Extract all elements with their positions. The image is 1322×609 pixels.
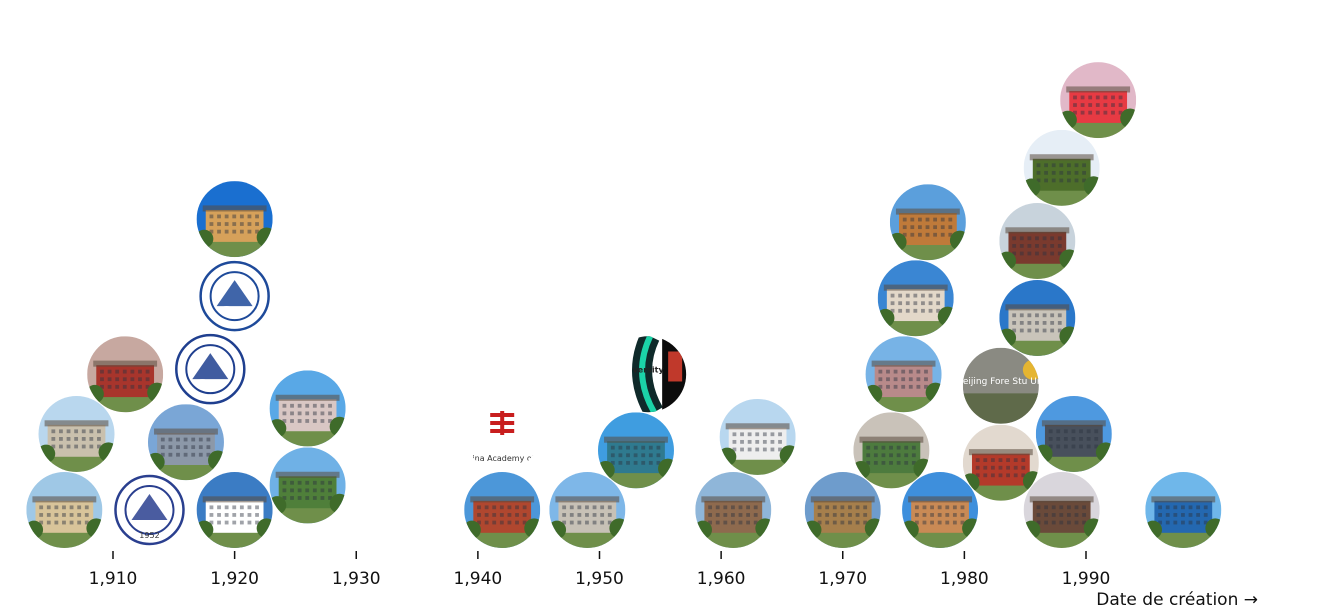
university-marker bbox=[147, 404, 224, 481]
university-marker bbox=[853, 412, 930, 489]
x-tick-label: 1,930 bbox=[332, 569, 381, 589]
x-tick-label: 1,910 bbox=[89, 569, 138, 589]
university-marker bbox=[269, 370, 346, 447]
university-marker bbox=[804, 472, 881, 548]
university-marker bbox=[549, 472, 626, 548]
x-axis-title: Date de création → bbox=[1096, 590, 1258, 609]
x-tick-label: 1,940 bbox=[454, 569, 503, 589]
university-marker bbox=[999, 202, 1076, 279]
marker-caption: versity bbox=[633, 365, 665, 374]
x-tick-label: 1,980 bbox=[940, 569, 989, 589]
x-tick-label: 1,950 bbox=[575, 569, 624, 589]
university-marker bbox=[877, 260, 954, 337]
university-marker bbox=[865, 336, 942, 413]
university-marker bbox=[902, 472, 979, 548]
university-marker bbox=[269, 447, 346, 524]
data-points: 1952 China Academy of A versity Beijing For… bbox=[26, 62, 1222, 548]
university-marker bbox=[889, 184, 966, 261]
university-marker bbox=[1060, 62, 1137, 139]
university-marker bbox=[38, 395, 115, 472]
x-tick-label: 1,970 bbox=[818, 569, 867, 589]
marker-caption: 1952 bbox=[139, 531, 159, 540]
university-marker: 1952 bbox=[111, 472, 188, 548]
university-marker bbox=[1035, 395, 1112, 472]
x-axis: 1,910 1,920 1,930 1,940 1,950 1,960 1,970 1,980… bbox=[89, 551, 1111, 589]
university-marker bbox=[1023, 472, 1100, 548]
university-marker bbox=[196, 181, 273, 258]
university-marker bbox=[172, 331, 249, 408]
university-marker bbox=[719, 398, 796, 475]
university-marker bbox=[464, 472, 541, 548]
university-marker bbox=[196, 472, 273, 548]
university-marker bbox=[1145, 472, 1222, 548]
marker-caption: Beijing Fore Stu Uni bbox=[957, 377, 1045, 387]
university-marker bbox=[87, 336, 164, 413]
university-marker: China Academy of A bbox=[462, 395, 543, 471]
x-tick-label: 1,990 bbox=[1062, 569, 1111, 589]
university-marker bbox=[26, 472, 103, 548]
university-marker bbox=[999, 279, 1076, 356]
university-marker bbox=[196, 258, 273, 335]
university-marker bbox=[1023, 129, 1100, 206]
university-marker bbox=[962, 424, 1039, 501]
university-marker bbox=[597, 412, 674, 489]
x-tick-label: 1,920 bbox=[210, 569, 259, 589]
university-marker: Beijing Fore Stu Uni bbox=[957, 347, 1045, 424]
x-tick-label: 1,960 bbox=[697, 569, 746, 589]
university-marker: versity bbox=[610, 336, 687, 413]
university-marker bbox=[695, 472, 772, 548]
marker-caption: China Academy of A bbox=[462, 454, 543, 463]
